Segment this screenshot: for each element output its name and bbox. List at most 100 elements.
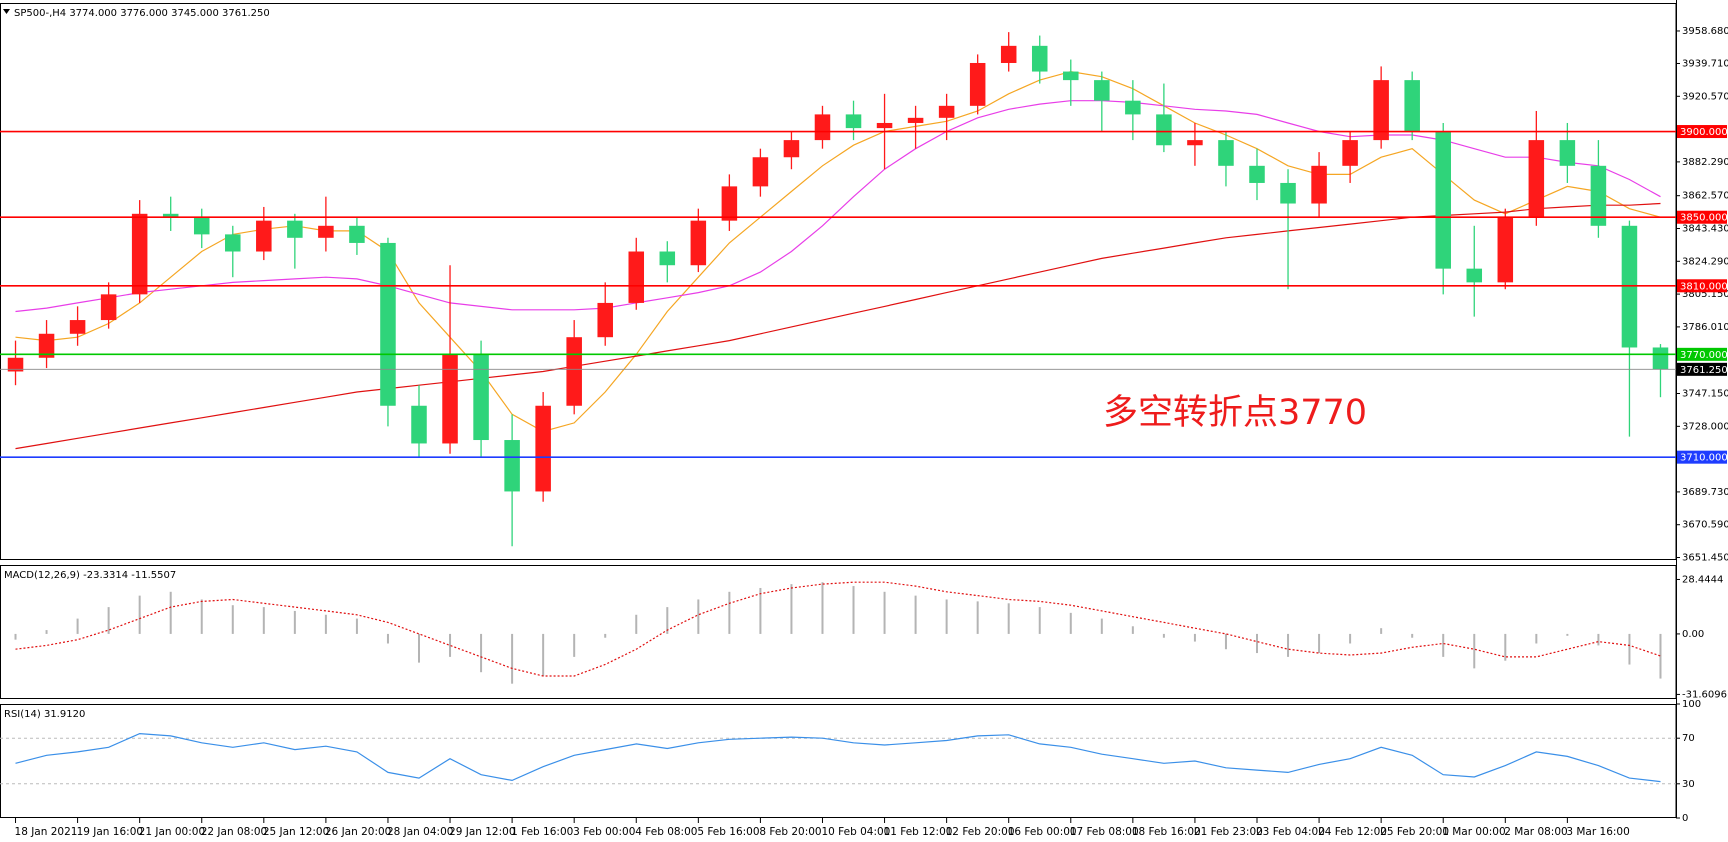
x-tick-label: 21 Jan 00:00 [139, 826, 205, 838]
candle-body [256, 220, 272, 252]
candle-body [287, 220, 303, 238]
y-tick-label: 3786.010 [1682, 322, 1728, 333]
y-tick-label: 3882.290 [1682, 157, 1728, 168]
level-label-bg [1677, 210, 1727, 224]
candle-body [969, 62, 986, 106]
level-label: 3770.000 [1680, 350, 1728, 361]
level-label: 3810.000 [1680, 281, 1728, 292]
candle-body [1031, 45, 1048, 72]
x-tick-label: 19 Jan 16:00 [77, 826, 143, 838]
candle-body [1218, 140, 1234, 166]
y-tick-label: 3824.290 [1682, 256, 1728, 267]
candle-body [442, 354, 458, 444]
x-tick-label: 25 Feb 20:00 [1380, 826, 1449, 838]
candle-body [1528, 140, 1545, 218]
candle-body [876, 122, 893, 129]
y-tick-label: 0 [1682, 813, 1688, 824]
panel-title: SP500-,H4 3774.000 3776.000 3745.000 376… [14, 8, 270, 19]
level-label-bg [1677, 362, 1727, 376]
candle-body [131, 213, 148, 295]
x-tick-label: 10 Feb 04:00 [821, 826, 890, 838]
x-tick-label: 28 Jan 04:00 [387, 826, 453, 838]
candle-body [1342, 140, 1358, 166]
candle-body [349, 225, 365, 243]
candle-body [162, 213, 179, 218]
x-tick-label: 1 Mar 00:00 [1442, 826, 1505, 838]
candle-body [1497, 217, 1514, 283]
level-label: 3900.000 [1680, 127, 1728, 138]
panel-title: MACD(12,26,9) -23.3314 -11.5507 [4, 570, 176, 581]
candle-body [1280, 182, 1296, 204]
candle-body [721, 186, 738, 221]
y-tick-label: 30 [1682, 779, 1695, 790]
candle-body [938, 105, 955, 118]
x-tick-label: 16 Feb 00:00 [1008, 826, 1077, 838]
candle-body [504, 440, 520, 492]
x-tick-label: 11 Feb 12:00 [884, 826, 953, 838]
candle-body [814, 114, 831, 141]
moving-average [15, 202, 1661, 450]
y-tick-label: 28.4444 [1682, 574, 1723, 585]
rsi-line [15, 732, 1661, 783]
candle-body [1590, 165, 1607, 226]
y-tick-label: 0.00 [1682, 629, 1704, 640]
x-tick-label: 3 Mar 16:00 [1566, 826, 1629, 838]
candle-body [690, 220, 707, 266]
candle-body [7, 357, 24, 372]
y-tick-label: 3920.570 [1682, 91, 1728, 102]
level-label: 3850.000 [1680, 213, 1728, 224]
candle-body [1063, 71, 1079, 81]
y-tick-label: 3670.590 [1682, 520, 1728, 531]
candle-body [628, 251, 645, 303]
level-label-bg [1677, 279, 1727, 293]
candle-body [1125, 100, 1141, 115]
candle-body [473, 354, 489, 441]
candle-body [566, 337, 582, 406]
x-tick-label: 23 Feb 04:00 [1256, 826, 1325, 838]
candle-body [1187, 140, 1203, 146]
candle-body [752, 157, 769, 187]
candle-body [193, 217, 210, 235]
x-tick-label: 1 Feb 16:00 [511, 826, 573, 838]
candle-body [318, 225, 334, 238]
x-tick-label: 2 Mar 08:00 [1504, 826, 1567, 838]
candle-body [1652, 347, 1669, 370]
level-label: 3761.250 [1680, 365, 1728, 376]
y-tick-label: 70 [1682, 733, 1695, 744]
candle-body [845, 114, 862, 129]
y-tick-label: 3862.570 [1682, 191, 1728, 202]
candle-body [411, 405, 427, 444]
x-tick-label: 26 Jan 20:00 [325, 826, 391, 838]
x-tick-label: 22 Jan 08:00 [201, 826, 267, 838]
candle-body [535, 405, 551, 492]
x-tick-label: 18 Jan 2021 [15, 826, 78, 838]
x-tick-label: 18 Feb 16:00 [1132, 826, 1201, 838]
level-label-bg [1677, 347, 1727, 361]
y-tick-label: 3843.430 [1682, 223, 1728, 234]
candle-body [100, 294, 117, 321]
level-label-bg [1677, 450, 1727, 464]
candle-body [1373, 80, 1389, 141]
candle-body [1621, 225, 1638, 348]
candle-body [69, 320, 86, 334]
level-label: 3710.000 [1680, 453, 1728, 464]
x-tick-label: 21 Feb 23:00 [1194, 826, 1263, 838]
x-tick-label: 4 Feb 08:00 [635, 826, 697, 838]
candle-body [597, 302, 613, 338]
y-tick-label: 3651.450 [1682, 553, 1728, 564]
panel-title: RSI(14) 31.9120 [4, 709, 85, 720]
candle-body [907, 117, 924, 123]
y-tick-label: 3958.680 [1682, 26, 1728, 37]
x-tick-label: 24 Feb 12:00 [1318, 826, 1387, 838]
candle-body [1156, 114, 1172, 146]
menu-arrow [3, 9, 10, 14]
x-tick-label: 5 Feb 16:00 [697, 826, 759, 838]
candle-body [1559, 140, 1576, 166]
y-tick-label: 3939.710 [1682, 58, 1728, 69]
candle-body [1000, 45, 1017, 63]
candle-body [1404, 80, 1420, 132]
y-tick-label: 100 [1682, 699, 1701, 710]
candle-body [1094, 80, 1110, 101]
x-tick-label: 12 Feb 20:00 [946, 826, 1015, 838]
